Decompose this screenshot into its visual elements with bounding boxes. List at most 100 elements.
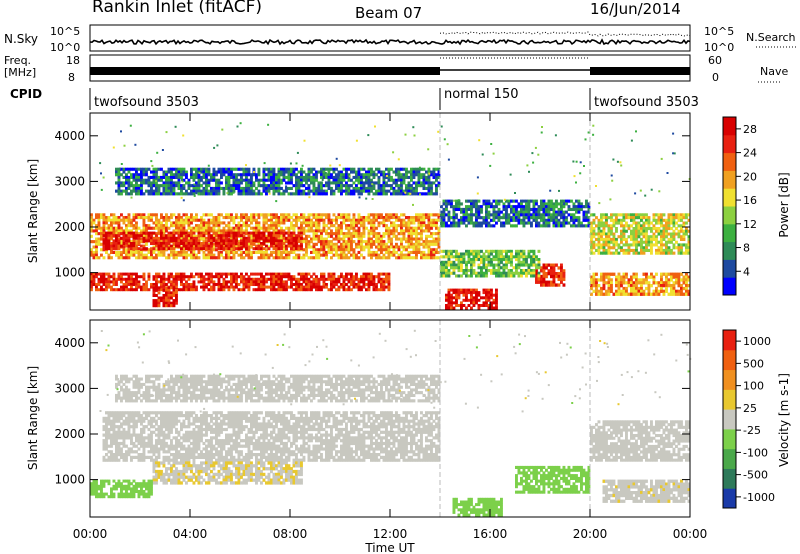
data-cell bbox=[372, 184, 376, 188]
data-cell bbox=[427, 229, 431, 233]
data-cell bbox=[380, 189, 383, 193]
data-cell bbox=[190, 229, 193, 233]
data-cell bbox=[380, 170, 383, 174]
data-cell bbox=[550, 272, 553, 276]
data-cell bbox=[325, 245, 328, 249]
data-cell bbox=[252, 216, 256, 220]
data-cell bbox=[117, 237, 121, 241]
data-cell bbox=[120, 277, 123, 281]
data-cell bbox=[265, 229, 268, 233]
data-cell bbox=[650, 248, 653, 252]
data-cell bbox=[535, 274, 538, 279]
data-cell bbox=[202, 288, 206, 292]
data-cell bbox=[535, 272, 538, 276]
data-cell bbox=[267, 186, 271, 190]
data-cell bbox=[477, 306, 481, 310]
frequency-band bbox=[590, 67, 690, 75]
data-cell bbox=[612, 213, 616, 217]
data-cell bbox=[357, 232, 361, 236]
data-cell bbox=[180, 272, 183, 276]
data-cell bbox=[195, 213, 198, 217]
data-cell bbox=[232, 173, 236, 177]
data-cell bbox=[230, 216, 233, 220]
data-cell bbox=[285, 250, 288, 254]
data-cell bbox=[125, 285, 128, 289]
data-cell bbox=[590, 286, 593, 291]
data-cell bbox=[265, 221, 268, 225]
data-cell bbox=[140, 175, 143, 179]
data-cell bbox=[437, 229, 441, 233]
data-cell bbox=[655, 286, 658, 291]
data-cell bbox=[592, 275, 596, 279]
data-cell bbox=[325, 175, 328, 179]
data-cell bbox=[627, 278, 631, 282]
data-cell bbox=[590, 292, 593, 296]
data-cell bbox=[610, 286, 613, 291]
data-cell bbox=[597, 229, 601, 233]
data-cell bbox=[225, 178, 228, 182]
data-cell bbox=[327, 181, 331, 185]
data-cell bbox=[382, 283, 386, 286]
data-cell bbox=[557, 266, 561, 270]
data-cell bbox=[167, 226, 171, 230]
data-cell bbox=[362, 256, 366, 260]
data-cell bbox=[400, 173, 403, 177]
data-cell bbox=[362, 226, 366, 230]
data-cell bbox=[417, 192, 421, 196]
data-cell bbox=[437, 245, 441, 249]
data-cell bbox=[197, 272, 201, 276]
data-cell bbox=[205, 240, 208, 244]
data-cell bbox=[335, 250, 338, 254]
data-cell bbox=[352, 240, 356, 244]
data-cell bbox=[367, 216, 371, 220]
data-cell bbox=[232, 178, 236, 182]
data-cell bbox=[312, 237, 316, 241]
data-cell bbox=[420, 234, 423, 238]
data-cell bbox=[332, 178, 336, 182]
data-cell bbox=[322, 283, 326, 286]
data-cell bbox=[255, 229, 258, 233]
data-cell bbox=[315, 226, 318, 230]
data-cell bbox=[415, 226, 418, 230]
data-cell bbox=[177, 275, 181, 279]
data-cell bbox=[125, 256, 128, 260]
data-cell bbox=[400, 192, 403, 196]
data-cell bbox=[340, 237, 343, 241]
data-cell bbox=[300, 213, 303, 217]
data-cell bbox=[280, 181, 283, 185]
data-cell bbox=[182, 275, 186, 279]
data-cell bbox=[262, 285, 266, 289]
data-cell bbox=[157, 250, 161, 254]
data-cell bbox=[227, 237, 231, 241]
data-cell bbox=[167, 253, 171, 257]
data-cell bbox=[387, 189, 391, 193]
data-cell bbox=[617, 243, 621, 247]
data-cell bbox=[137, 184, 141, 188]
data-cell bbox=[212, 186, 216, 190]
data-cell bbox=[347, 213, 351, 217]
data-cell bbox=[490, 301, 493, 305]
data-cell bbox=[250, 250, 253, 254]
data-cell bbox=[300, 189, 303, 193]
data-cell bbox=[290, 247, 293, 251]
data-cell bbox=[650, 237, 653, 241]
data-cell bbox=[252, 280, 256, 284]
data-cell bbox=[240, 226, 243, 230]
data-cell bbox=[132, 236, 136, 240]
data-cell bbox=[605, 272, 608, 276]
data-cell bbox=[90, 218, 93, 222]
data-cell bbox=[475, 288, 478, 292]
data-cell bbox=[425, 237, 428, 241]
data-cell bbox=[170, 247, 173, 251]
data-cell bbox=[240, 272, 243, 276]
data-cell bbox=[130, 240, 133, 244]
data-cell bbox=[190, 250, 193, 254]
data-cell bbox=[472, 304, 476, 307]
data-cell bbox=[395, 167, 398, 171]
data-cell bbox=[292, 213, 296, 217]
data-cell bbox=[635, 248, 638, 252]
data-cell bbox=[240, 242, 243, 245]
data-cell bbox=[645, 229, 648, 233]
data-cell bbox=[477, 274, 481, 278]
data-cell bbox=[615, 237, 618, 241]
